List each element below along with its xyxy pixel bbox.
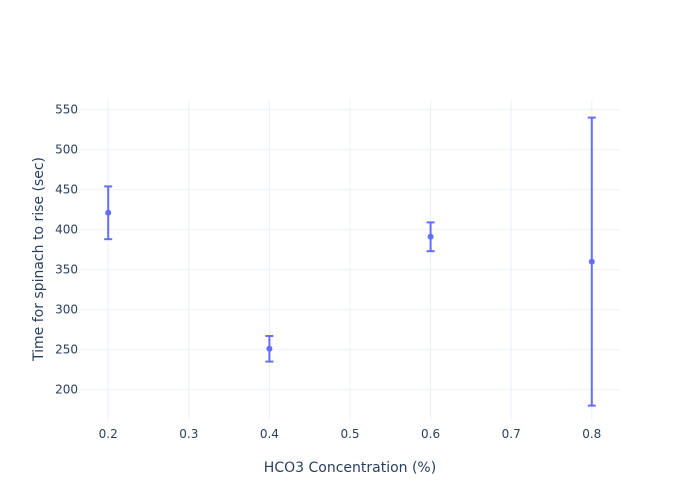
- x-tick-label: 0.8: [582, 427, 601, 441]
- x-tick-label: 0.6: [421, 427, 440, 441]
- data-point-group: [265, 335, 274, 363]
- data-layer: [104, 116, 596, 407]
- y-tick-label: 350: [55, 263, 78, 277]
- data-point: [266, 345, 273, 352]
- y-tick-label: 450: [55, 183, 78, 197]
- x-tick-label: 0.5: [340, 427, 359, 441]
- x-tick-label: 0.7: [502, 427, 521, 441]
- y-tick-label: 300: [55, 303, 78, 317]
- x-tick-label: 0.4: [260, 427, 279, 441]
- y-tick-label: 250: [55, 343, 78, 357]
- data-point-group: [587, 116, 596, 407]
- x-axis-title: HCO3 Concentration (%): [264, 460, 436, 476]
- data-point-group: [104, 185, 113, 241]
- y-tick-label: 550: [55, 103, 78, 117]
- y-tick-label: 500: [55, 143, 78, 157]
- y-axis-title: Time for spinach to rise (sec): [31, 157, 47, 362]
- data-point: [588, 258, 595, 265]
- grid-layer: [80, 100, 620, 420]
- tick-labels: 0.2 0.3 0.4 0.5 0.6 0.7 0.8 200 250 300 350 400 450 5…: [55, 103, 601, 441]
- x-tick-label: 0.3: [179, 427, 198, 441]
- data-point-group: [426, 221, 435, 253]
- data-point: [427, 233, 434, 240]
- y-tick-label: 400: [55, 223, 78, 237]
- x-tick-label: 0.2: [99, 427, 118, 441]
- y-tick-label: 200: [55, 383, 78, 397]
- data-point: [105, 209, 112, 216]
